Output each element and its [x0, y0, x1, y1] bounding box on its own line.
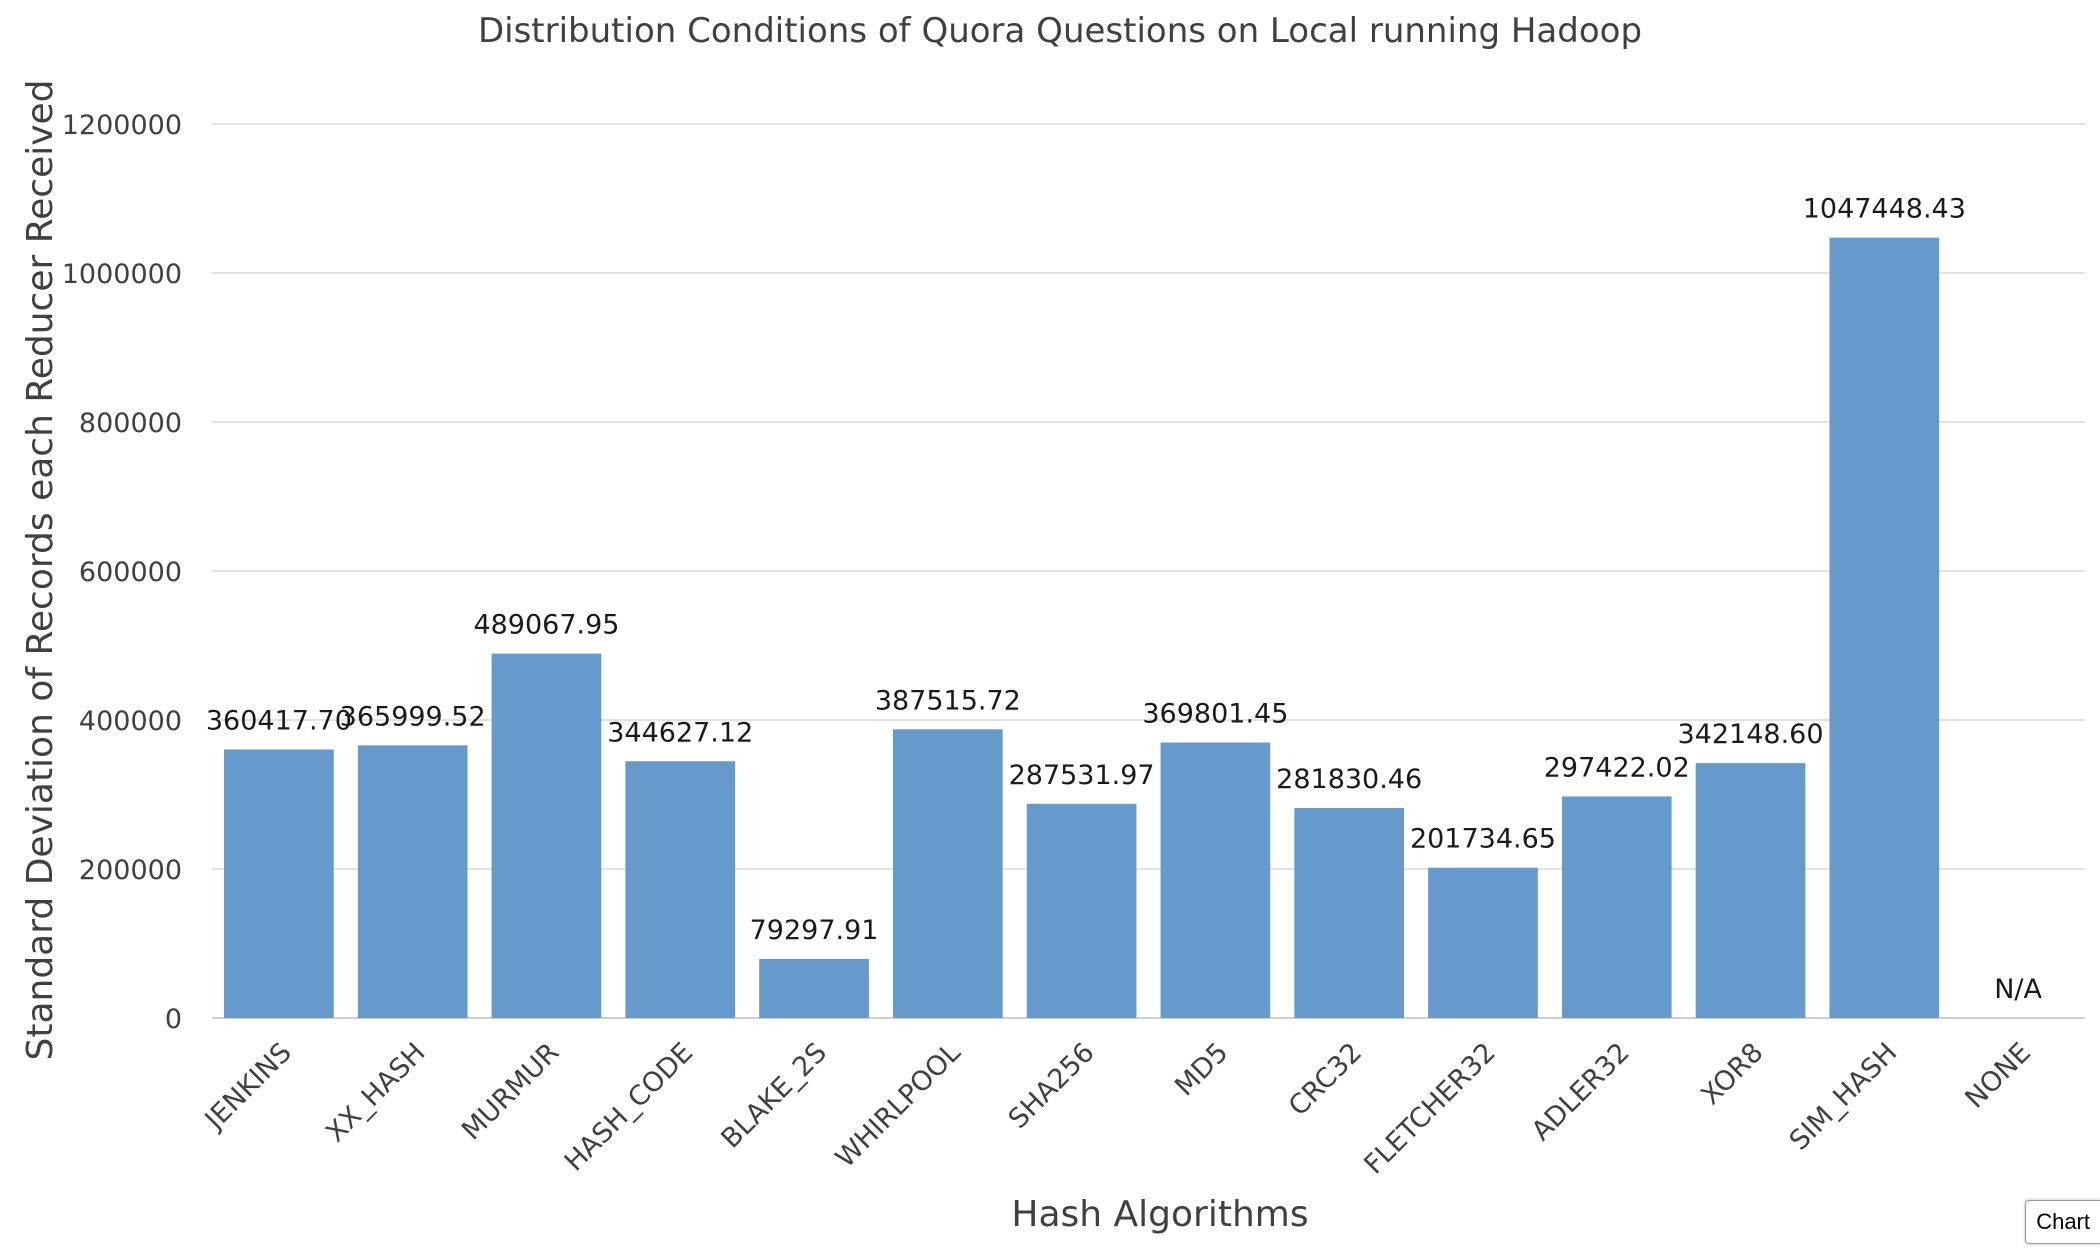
bar	[1428, 867, 1538, 1018]
bar	[1561, 796, 1672, 1018]
y-tick-label: 1000000	[62, 259, 182, 290]
x-tick-label: JENKINS	[198, 1037, 298, 1137]
data-label: 287531.97	[1009, 760, 1155, 791]
y-tick-label: 0	[165, 1004, 182, 1035]
data-label: 1047448.43	[1803, 194, 1966, 225]
bar	[892, 729, 1003, 1018]
y-tick-label: 800000	[79, 408, 182, 439]
data-label: 344627.12	[607, 717, 753, 748]
x-tick-label: WHIRLPOOL	[830, 1037, 967, 1174]
x-tick-label: XOR8	[1695, 1037, 1769, 1111]
data-label: 297422.02	[1544, 752, 1690, 783]
y-tick-label: 400000	[79, 706, 182, 737]
x-tick-label: BLAKE_2S	[715, 1037, 833, 1155]
data-label: 365999.52	[340, 701, 486, 732]
x-tick-label: ADLER32	[1526, 1037, 1636, 1147]
bar	[759, 958, 869, 1018]
data-label: 281830.46	[1276, 764, 1422, 795]
x-tick-label: MURMUR	[456, 1037, 565, 1146]
bar	[1695, 763, 1806, 1018]
data-label: 387515.72	[875, 685, 1021, 716]
data-label: 201734.65	[1410, 824, 1556, 855]
x-axis-title: Hash Algorithms	[1011, 1194, 1308, 1235]
bars	[224, 237, 1940, 1018]
y-axis-ticks: 0 200000 400000 600000 800000 1000000 1200000	[62, 110, 182, 1035]
x-tick-label: NONE	[1959, 1037, 2037, 1115]
x-tick-label: CRC32	[1283, 1037, 1368, 1122]
bar	[1829, 237, 1940, 1018]
data-label: 369801.45	[1142, 698, 1288, 729]
x-tick-label: XX_HASH	[320, 1037, 432, 1149]
bar	[491, 653, 602, 1018]
y-tick-label: 600000	[79, 557, 182, 588]
data-label: 489067.95	[473, 610, 619, 641]
y-axis-title: Standard Deviation of Records each Reduc…	[20, 79, 61, 1060]
data-label: N/A	[1994, 974, 2042, 1005]
x-tick-label: HASH_CODE	[559, 1037, 699, 1177]
bar	[1026, 803, 1137, 1018]
y-tick-label: 200000	[79, 855, 182, 886]
data-label: 342148.60	[1678, 719, 1824, 750]
bar	[357, 745, 468, 1018]
chart-title: Distribution Conditions of Quora Questio…	[478, 11, 1642, 51]
bar	[1160, 742, 1271, 1018]
x-tick-label: MD5	[1169, 1037, 1234, 1102]
y-tick-label: 1200000	[62, 110, 182, 141]
x-tick-label: SIM_HASH	[1784, 1037, 1904, 1157]
x-tick-label: FLETCHER32	[1358, 1037, 1501, 1180]
bar	[1294, 808, 1405, 1018]
x-tick-label: SHA256	[1003, 1037, 1101, 1135]
bar	[625, 761, 736, 1018]
data-label: 79297.91	[750, 915, 879, 946]
chart-tab-button[interactable]: Chart	[2025, 1200, 2100, 1244]
bar	[224, 749, 334, 1018]
data-label: 360417.70	[206, 705, 352, 736]
